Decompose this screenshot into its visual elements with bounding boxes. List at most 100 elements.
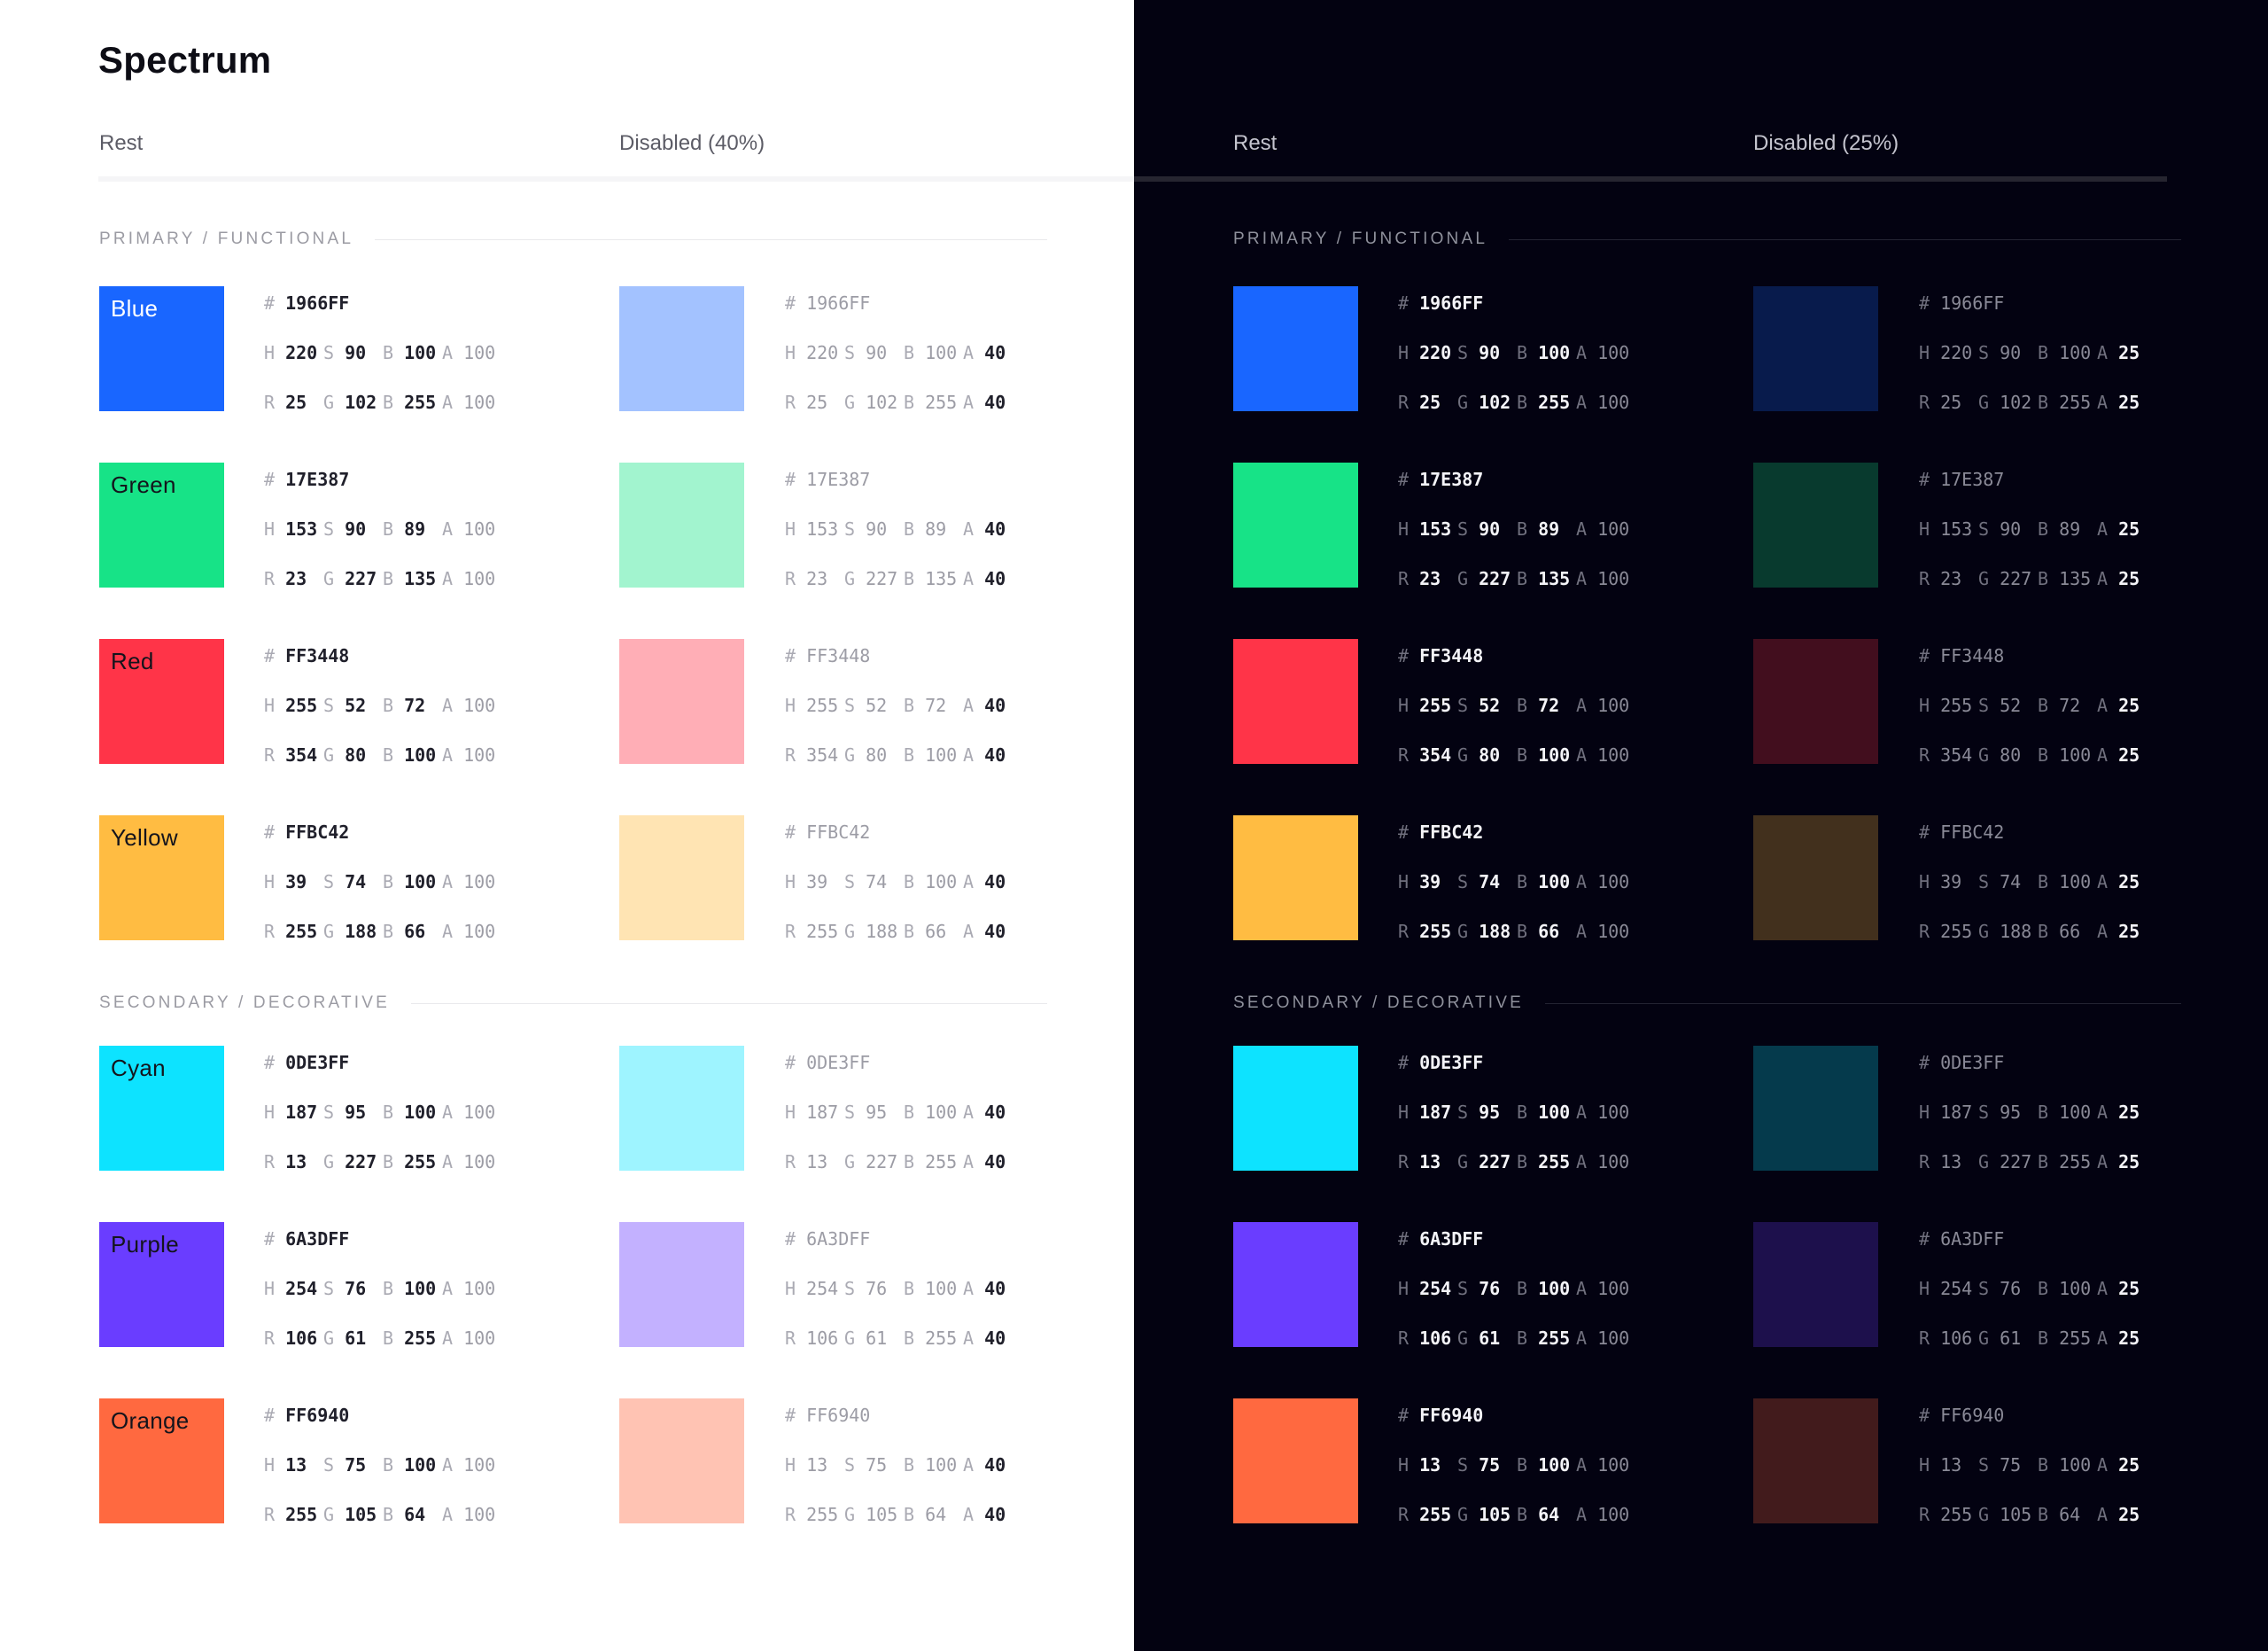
- swatch-rest: Cyan: [99, 1046, 224, 1171]
- value-number: 40: [984, 744, 1006, 766]
- value-prefix: H: [264, 871, 276, 892]
- brightness-value: B 100: [904, 1102, 957, 1123]
- color-values-rest: # FF6940 H 13 S 75 B 100 A 100 R 255 G 105 B 64…: [264, 1398, 556, 1525]
- red-value: R 13: [785, 1151, 827, 1172]
- value-prefix: S: [323, 695, 335, 716]
- value-prefix: B: [904, 1454, 915, 1476]
- brightness-value: B 72: [1517, 695, 1559, 716]
- value-number: 80: [866, 744, 888, 766]
- blue-value: B 135: [1517, 568, 1570, 589]
- value-prefix: B: [1517, 695, 1528, 716]
- saturation-value: S 74: [323, 871, 366, 892]
- value-number: 13: [806, 1151, 828, 1172]
- value-prefix: R: [264, 568, 276, 589]
- color-values-rest: # FF3448 H 255 S 52 B 72 A 100 R 354 G 80 B 100…: [1398, 639, 1690, 766]
- saturation-value: S 74: [1978, 871, 2021, 892]
- value-number: 17E387: [1940, 469, 2005, 490]
- value-prefix: #: [1919, 1052, 1930, 1073]
- value-number: 100: [1597, 1454, 1630, 1476]
- saturation-value: S 76: [323, 1278, 366, 1299]
- value-prefix: #: [264, 469, 276, 490]
- value-number: 1966FF: [1940, 292, 2005, 314]
- color-row-red: # FF3448 H 255 S 52 B 72 A 100 R 354 G 80 B 100…: [1233, 639, 2268, 766]
- value-number: 74: [2000, 871, 2022, 892]
- value-number: 6A3DFF: [1419, 1228, 1484, 1250]
- hsb-line: H 39 S 74 B 100 A 40: [785, 871, 1077, 892]
- rgb-line: R 25 G 102 B 255 A 40: [785, 392, 1077, 413]
- value-number: 255: [404, 392, 437, 413]
- alpha-value: A 100: [442, 1504, 495, 1525]
- red-value: R 23: [1919, 568, 1961, 589]
- value-prefix: A: [1576, 392, 1588, 413]
- value-number: 255: [2059, 392, 2092, 413]
- value-number: 102: [2000, 392, 2032, 413]
- value-number: 75: [345, 1454, 367, 1476]
- value-number: 40: [984, 1454, 1006, 1476]
- green-value: G 80: [323, 744, 366, 766]
- hex-line: # FF3448: [264, 645, 556, 666]
- red-value: R 255: [1919, 1504, 1972, 1525]
- value-number: FF6940: [285, 1405, 350, 1426]
- swatch-rest: Blue: [99, 286, 224, 411]
- blue-value: B 64: [2038, 1504, 2080, 1525]
- value-number: 102: [345, 392, 377, 413]
- section-label: SECONDARY / DECORATIVE: [99, 993, 391, 1012]
- value-number: FF6940: [1940, 1405, 2005, 1426]
- value-number: 40: [984, 1278, 1006, 1299]
- value-number: 188: [1479, 921, 1511, 942]
- value-prefix: H: [264, 518, 276, 540]
- hsb-line: H 255 S 52 B 72 A 25: [1919, 695, 2211, 716]
- alpha-value: A 40: [963, 518, 1006, 540]
- color-row-blue: # 1966FF H 220 S 90 B 100 A 100 R 25 G 102 B 25…: [1233, 286, 2268, 413]
- hsb-line: H 255 S 52 B 72 A 40: [785, 695, 1077, 716]
- saturation-value: S 74: [1457, 871, 1500, 892]
- value-prefix: S: [323, 871, 335, 892]
- red-value: R 23: [264, 568, 307, 589]
- alpha-value: A 100: [442, 568, 495, 589]
- section-label: PRIMARY / FUNCTIONAL: [1233, 230, 1488, 248]
- value-number: 227: [345, 1151, 377, 1172]
- value-prefix: B: [2038, 1278, 2049, 1299]
- green-value: G 188: [1978, 921, 2031, 942]
- saturation-value: S 52: [1457, 695, 1500, 716]
- value-prefix: H: [264, 695, 276, 716]
- hsb-line: H 39 S 74 B 100 A 25: [1919, 871, 2211, 892]
- value-prefix: #: [1919, 292, 1930, 314]
- value-prefix: B: [904, 1328, 915, 1349]
- value-prefix: #: [785, 469, 796, 490]
- value-number: 100: [1597, 1102, 1630, 1123]
- saturation-value: S 90: [1978, 342, 2021, 363]
- value-number: 106: [806, 1328, 839, 1349]
- red-value: R 354: [785, 744, 838, 766]
- value-number: 40: [984, 695, 1006, 716]
- value-prefix: A: [2097, 695, 2109, 716]
- color-values-rest: # 0DE3FF H 187 S 95 B 100 A 100 R 13 G 227 B 25…: [264, 1046, 556, 1172]
- value-number: 255: [1538, 1328, 1571, 1349]
- green-value: G 80: [1457, 744, 1500, 766]
- hex-line: # FFBC42: [785, 822, 1077, 843]
- value-prefix: #: [785, 1405, 796, 1426]
- value-number: 40: [984, 342, 1006, 363]
- hue-value: H 254: [1919, 1278, 1972, 1299]
- value-prefix: A: [963, 342, 975, 363]
- green-value: G 227: [1978, 1151, 2031, 1172]
- hue-value: H 153: [785, 518, 838, 540]
- value-prefix: G: [1978, 568, 1990, 589]
- value-number: FF6940: [1419, 1405, 1484, 1426]
- blue-value: B 255: [383, 1151, 436, 1172]
- value-number: 74: [866, 871, 888, 892]
- alpha-value: A 100: [442, 1328, 495, 1349]
- value-number: 1966FF: [1419, 292, 1484, 314]
- value-number: 90: [1479, 518, 1501, 540]
- blue-value: B 64: [904, 1504, 946, 1525]
- alpha-value: A 40: [963, 921, 1006, 942]
- brightness-value: B 72: [904, 695, 946, 716]
- value-number: 6A3DFF: [1940, 1228, 2005, 1250]
- rgb-line: R 255 G 105 B 64 A 25: [1919, 1504, 2211, 1525]
- blue-value: B 255: [2038, 392, 2091, 413]
- hue-value: H 39: [1398, 871, 1441, 892]
- value-prefix: H: [785, 695, 796, 716]
- value-number: 25: [806, 392, 828, 413]
- value-prefix: A: [2097, 1454, 2109, 1476]
- value-prefix: A: [2097, 392, 2109, 413]
